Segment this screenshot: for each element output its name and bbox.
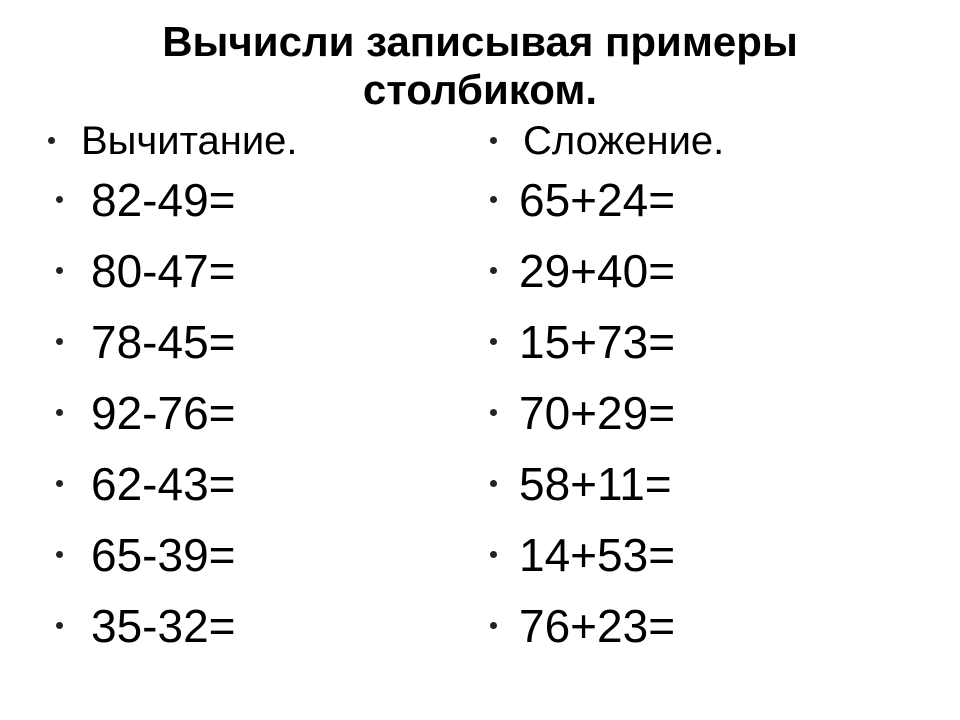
expression: 76+23=	[519, 603, 675, 649]
heading-text: Вычитание.	[81, 119, 298, 163]
bullet-icon	[490, 137, 497, 144]
expression: 14+53=	[519, 532, 675, 578]
bullet-icon	[490, 267, 497, 274]
bullet-icon	[56, 551, 63, 558]
expression: 58+11=	[519, 461, 672, 507]
bullet-icon	[490, 480, 497, 487]
list-item: 76+23=	[490, 603, 932, 649]
bullet-icon	[56, 409, 63, 416]
list-item: 29+40=	[490, 248, 932, 294]
expression: 82-49=	[91, 177, 236, 223]
bullet-icon	[56, 480, 63, 487]
column-subtraction: Вычитание. 82-49= 80-47= 78-45= 92-76= 6…	[48, 119, 455, 674]
title-line-2: столбиком.	[363, 66, 597, 113]
list-item: 35-32=	[56, 603, 455, 649]
list-item: 80-47=	[56, 248, 455, 294]
list-item: 14+53=	[490, 532, 932, 578]
expression: 29+40=	[519, 248, 675, 294]
list-item: 70+29=	[490, 390, 932, 436]
title-line-1: Вычисли записывая примеры	[162, 18, 798, 65]
bullet-icon	[56, 622, 63, 629]
list-item: 58+11=	[490, 461, 932, 507]
bullet-icon	[490, 622, 497, 629]
expression: 65-39=	[91, 532, 236, 578]
expression: 70+29=	[519, 390, 675, 436]
expression: 80-47=	[91, 248, 236, 294]
expression: 92-76=	[91, 390, 236, 436]
column-addition: Сложение. 65+24= 29+40= 15+73= 70+29= 58…	[490, 119, 932, 674]
bullet-icon	[56, 196, 63, 203]
heading-text: Сложение.	[523, 119, 724, 163]
expression: 62-43=	[91, 461, 236, 507]
list-item: 65-39=	[56, 532, 455, 578]
bullet-icon	[490, 409, 497, 416]
bullet-icon	[48, 137, 55, 144]
worksheet-page: Вычисли записывая примеры столбиком. Выч…	[0, 0, 960, 720]
list-item: 92-76=	[56, 390, 455, 436]
page-title: Вычисли записывая примеры столбиком.	[20, 18, 940, 115]
bullet-icon	[490, 338, 497, 345]
bullet-icon	[56, 338, 63, 345]
expression: 15+73=	[519, 319, 675, 365]
list-item: 62-43=	[56, 461, 455, 507]
addition-list: 65+24= 29+40= 15+73= 70+29= 58+11= 14+53…	[490, 177, 932, 649]
bullet-icon	[56, 267, 63, 274]
list-item: 82-49=	[56, 177, 455, 223]
expression: 65+24=	[519, 177, 675, 223]
expression: 35-32=	[91, 603, 236, 649]
list-item: 15+73=	[490, 319, 932, 365]
list-item: 65+24=	[490, 177, 932, 223]
subtraction-list: 82-49= 80-47= 78-45= 92-76= 62-43= 65-39…	[48, 177, 455, 649]
columns-container: Вычитание. 82-49= 80-47= 78-45= 92-76= 6…	[20, 119, 940, 674]
expression: 78-45=	[91, 319, 236, 365]
bullet-icon	[490, 196, 497, 203]
column-heading-addition: Сложение.	[490, 119, 932, 163]
list-item: 78-45=	[56, 319, 455, 365]
bullet-icon	[490, 551, 497, 558]
column-heading-subtraction: Вычитание.	[48, 119, 455, 163]
